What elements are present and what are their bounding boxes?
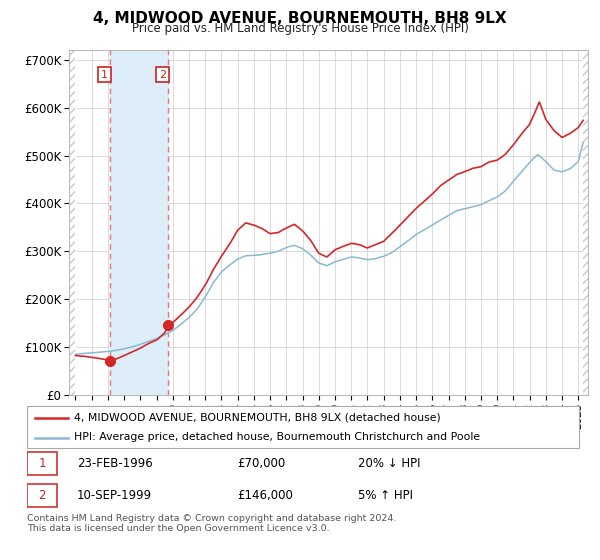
Bar [110, 50, 168, 395]
Bar [583, 16, 588, 395]
Bar [69, 16, 76, 395]
Text: 1: 1 [38, 457, 46, 470]
FancyBboxPatch shape [27, 406, 579, 448]
Text: 2: 2 [159, 69, 166, 80]
Text: 23-FEB-1996: 23-FEB-1996 [77, 457, 152, 470]
Text: £70,000: £70,000 [237, 457, 285, 470]
Text: 20% ↓ HPI: 20% ↓ HPI [358, 457, 421, 470]
Text: 4, MIDWOOD AVENUE, BOURNEMOUTH, BH8 9LX (detached house): 4, MIDWOOD AVENUE, BOURNEMOUTH, BH8 9LX … [74, 413, 440, 423]
Text: 2: 2 [38, 488, 46, 502]
Text: £146,000: £146,000 [237, 488, 293, 502]
Text: 5% ↑ HPI: 5% ↑ HPI [358, 488, 413, 502]
Text: HPI: Average price, detached house, Bournemouth Christchurch and Poole: HPI: Average price, detached house, Bour… [74, 432, 480, 442]
Text: Contains HM Land Registry data © Crown copyright and database right 2024.
This d: Contains HM Land Registry data © Crown c… [27, 514, 397, 534]
Text: Price paid vs. HM Land Registry's House Price Index (HPI): Price paid vs. HM Land Registry's House … [131, 22, 469, 35]
Text: 10-SEP-1999: 10-SEP-1999 [77, 488, 152, 502]
FancyBboxPatch shape [27, 452, 58, 475]
Text: 4, MIDWOOD AVENUE, BOURNEMOUTH, BH8 9LX: 4, MIDWOOD AVENUE, BOURNEMOUTH, BH8 9LX [93, 11, 507, 26]
Text: 1: 1 [101, 69, 108, 80]
FancyBboxPatch shape [27, 484, 58, 507]
